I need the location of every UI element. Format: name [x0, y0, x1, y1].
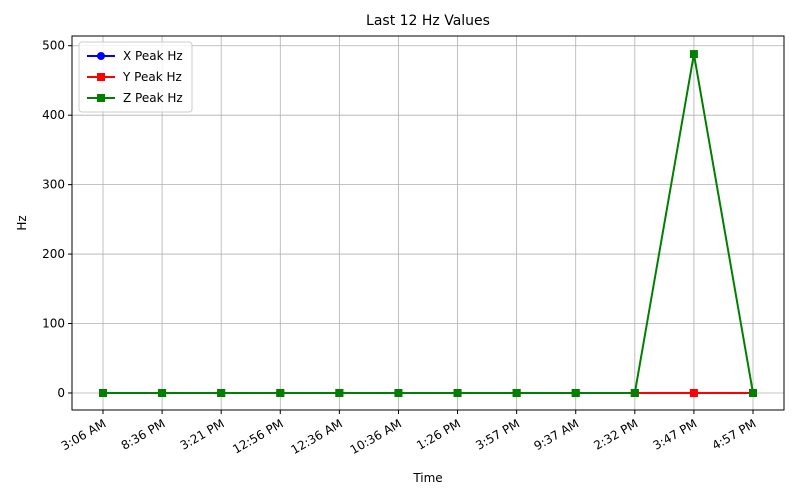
marker — [158, 388, 167, 397]
y-tick-label: 400 — [42, 108, 65, 122]
y-tick-label: 200 — [42, 247, 65, 261]
marker — [217, 388, 226, 397]
marker — [749, 388, 757, 397]
y-tick-label: 100 — [42, 317, 65, 331]
y-tick-label: 300 — [42, 178, 65, 192]
marker — [630, 388, 639, 397]
marker — [689, 50, 698, 59]
plot — [99, 50, 757, 397]
marker — [512, 388, 521, 397]
marker — [394, 388, 403, 397]
marker — [335, 388, 344, 397]
marker — [276, 388, 285, 397]
legend-label: X Peak Hz — [123, 49, 183, 63]
x-axis-label: Time — [412, 471, 442, 485]
legend-box — [78, 41, 193, 113]
marker — [99, 388, 107, 397]
y-tick-label: 500 — [42, 39, 65, 53]
chart-title: Last 12 Hz Values — [366, 13, 490, 29]
y-tick-label: 0 — [57, 386, 65, 400]
legend-label: Y Peak Hz — [122, 70, 182, 84]
legend-label: Z Peak Hz — [123, 91, 183, 105]
legend-marker — [97, 73, 105, 81]
plot-frame — [71, 35, 785, 411]
legend-marker — [97, 94, 105, 102]
series-line — [103, 53, 754, 394]
legend-marker — [97, 52, 105, 60]
y-axis-label: Hz — [15, 215, 29, 230]
legend: X Peak Hz Y Peak Hz Z Peak Hz — [78, 41, 193, 113]
marker — [571, 388, 580, 397]
marker — [453, 388, 462, 397]
marker — [689, 388, 698, 397]
